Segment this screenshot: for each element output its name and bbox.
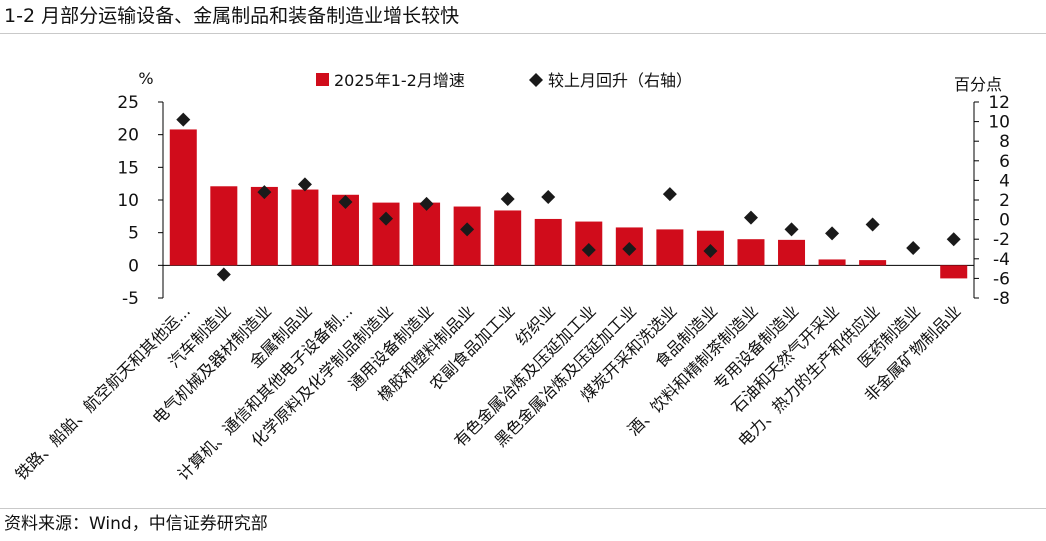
bar: [534, 218, 562, 266]
right-tick-label: 6: [999, 152, 1010, 172]
diamond-marker: [257, 185, 272, 200]
right-axis-unit: 百分点: [954, 75, 1002, 94]
figure-title: 1-2 月部分运输设备、金属制品和装备制造业增长较快: [4, 5, 460, 27]
legend-diamond-marker: [529, 73, 543, 87]
source-note: 资料来源：Wind，中信证券研究部: [4, 514, 268, 534]
bar: [210, 186, 238, 266]
diamond-marker: [622, 242, 637, 256]
bar: [778, 239, 806, 266]
right-axis-unit-label: 百分点: [954, 75, 1002, 94]
category-labels: 铁路、船舶、航空航天和其他运...汽车制造业电气机械及器材制造业金属制品业计算机…: [11, 301, 964, 484]
diamond-marker: [703, 243, 718, 258]
bar: [291, 189, 319, 266]
diamond-marker: [662, 187, 677, 202]
bar: [656, 229, 684, 266]
title-divider: [0, 33, 1046, 34]
left-tick-label: 25: [117, 93, 139, 113]
bar: [859, 260, 887, 266]
left-axis-unit-label: %: [138, 69, 153, 88]
diamond-marker: [338, 194, 353, 209]
bar: [250, 186, 278, 266]
bar: [737, 239, 765, 266]
diamond-marker: [865, 217, 880, 232]
diamond-marker: [784, 222, 799, 237]
bar: [494, 210, 522, 266]
diamond-marker: [825, 226, 840, 241]
left-tick-label: 10: [117, 191, 139, 211]
diamond-marker: [743, 210, 758, 225]
bar: [413, 202, 441, 266]
right-tick-label: -4: [993, 250, 1010, 270]
right-tick-label: -8: [993, 289, 1010, 309]
right-tick-label: -2: [993, 230, 1010, 250]
diamond-marker: [419, 196, 434, 211]
marker-series: [176, 112, 961, 282]
diamond-marker: [379, 211, 394, 226]
left-tick-label: 15: [117, 158, 139, 178]
left-tick-label: 5: [128, 224, 139, 244]
right-tick-label: -6: [993, 269, 1010, 289]
legend-diamond-label: 较上月回升（右轴）: [548, 71, 692, 90]
footer-divider: [0, 508, 1046, 509]
diamond-marker: [460, 222, 475, 237]
right-tick-label: 4: [999, 171, 1010, 191]
left-tick-label: -5: [122, 289, 139, 309]
category-label: 铁路、船舶、航空航天和其他运...: [11, 301, 194, 484]
left-tick-label: 0: [128, 256, 139, 276]
right-tick-label: 2: [999, 191, 1010, 211]
legend: 2025年1-2月增速 较上月回升（右轴）: [316, 71, 692, 90]
right-tick-label: 0: [999, 211, 1010, 231]
right-tick-label: 12: [988, 93, 1010, 113]
diamond-marker: [581, 242, 596, 257]
bar: [169, 129, 197, 266]
diamond-marker: [541, 190, 556, 205]
diamond-marker: [216, 267, 231, 282]
legend-bar-swatch: [316, 73, 329, 86]
legend-bar-label: 2025年1-2月增速: [334, 71, 465, 90]
left-axis-unit: %: [138, 69, 153, 88]
bar-series: [169, 129, 968, 279]
right-tick-label: 10: [988, 113, 1010, 133]
diamond-marker: [297, 177, 312, 192]
diamond-marker: [500, 192, 515, 207]
bar: [818, 259, 846, 266]
left-tick-label: 20: [117, 126, 139, 146]
bar: [940, 265, 968, 279]
diamond-marker: [946, 232, 961, 247]
diamond-marker: [176, 112, 191, 127]
diamond-marker: [906, 241, 921, 256]
right-tick-label: 8: [999, 132, 1010, 152]
